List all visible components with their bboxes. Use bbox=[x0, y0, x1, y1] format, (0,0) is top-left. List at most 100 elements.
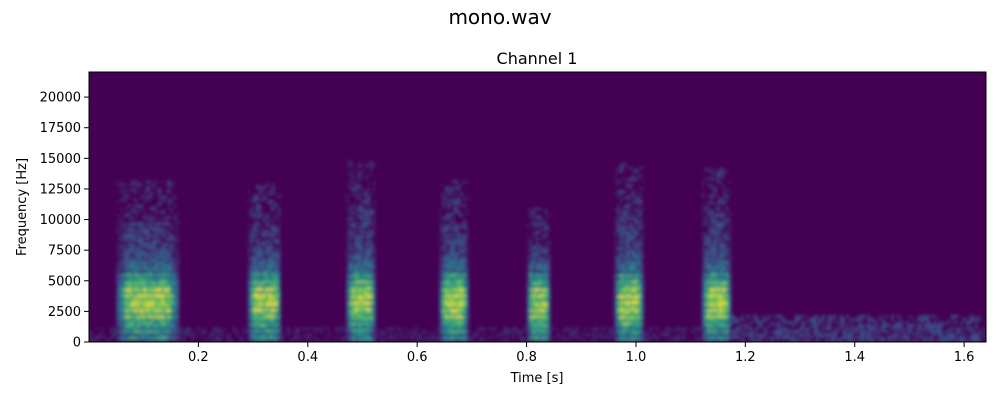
x-axis: 0.2 0.4 0.6 0.8 1.0 1.2 1.4 1.6 bbox=[188, 342, 974, 365]
spectrogram-noise-cell bbox=[89, 330, 92, 334]
spectrogram-noise-cell bbox=[341, 336, 344, 340]
spectrogram-noise-cell bbox=[563, 330, 566, 334]
spectrogram-noise-cell bbox=[515, 330, 518, 334]
spectrogram-noise-cell bbox=[236, 333, 239, 337]
spectrogram-noise-cell bbox=[923, 330, 926, 334]
spectrogram-noise-cell bbox=[560, 336, 563, 340]
spectrogram-noise-cell bbox=[611, 336, 614, 340]
spectrogram-noise-cell bbox=[305, 333, 308, 337]
spectrogram-noise-cell bbox=[182, 330, 185, 334]
spectrogram-noise-cell bbox=[113, 327, 116, 331]
spectrogram-noise-cell bbox=[335, 339, 338, 342]
y-axis: 0 2500 5000 7500 10000 12500 15000 17500 20000 bbox=[40, 91, 89, 351]
spectrogram-noise-cell bbox=[329, 333, 332, 337]
spectrogram-noise-cell bbox=[290, 339, 293, 342]
spectrogram-noise-cell bbox=[956, 336, 959, 340]
spectrogram-noise-cell bbox=[887, 330, 890, 334]
spectrogram-noise-cell bbox=[677, 336, 680, 340]
spectrogram-noise-cell bbox=[914, 330, 917, 334]
spectrogram-noise-cell bbox=[575, 333, 578, 337]
spectrogram-noise-cell bbox=[683, 336, 686, 340]
x-tick-label: 0.4 bbox=[297, 350, 318, 365]
faint-region bbox=[728, 315, 981, 342]
spectrogram-noise-cell bbox=[506, 339, 509, 342]
spectrogram-noise-cell bbox=[101, 333, 104, 337]
spectrogram-noise-cell bbox=[752, 333, 755, 337]
spectrogram-noise-cell bbox=[89, 336, 92, 340]
spectrogram-noise-cell bbox=[473, 333, 476, 337]
spectrogram-noise-cell bbox=[416, 336, 419, 340]
spectrogram-noise-cell bbox=[110, 333, 113, 337]
spectrogram-noise-cell bbox=[416, 339, 419, 342]
spectrogram-noise-cell bbox=[590, 327, 593, 331]
spectrogram-noise-cell bbox=[857, 330, 860, 334]
spectrogram-noise-cell bbox=[689, 339, 692, 342]
y-axis-label: Frequency [Hz] bbox=[15, 158, 30, 256]
spectrogram-noise-cell bbox=[509, 330, 512, 334]
spectrogram-noise-cell bbox=[398, 333, 401, 337]
spectrogram-noise-cell bbox=[335, 330, 338, 334]
spectrogram-noise-cell bbox=[434, 336, 437, 340]
spectrogram-noise-cell bbox=[926, 333, 929, 337]
x-tick-label: 1.4 bbox=[844, 350, 865, 365]
spectrogram-noise-cell bbox=[917, 339, 920, 342]
spectrogram-noise-cell bbox=[242, 327, 245, 331]
spectrogram-noise-cell bbox=[572, 333, 575, 337]
spectrogram-noise-cell bbox=[680, 336, 683, 340]
spectrogram-noise-cell bbox=[89, 339, 92, 342]
spectrogram-noise-cell bbox=[311, 333, 314, 337]
spectrogram-noise-cell bbox=[476, 330, 479, 334]
speech-burst-2 bbox=[247, 182, 281, 342]
spectrogram-noise-cell bbox=[299, 336, 302, 340]
spectrogram-noise-cell bbox=[557, 333, 560, 337]
spectrogram-noise-cell bbox=[470, 339, 473, 342]
spectrogram-noise-cell bbox=[92, 336, 95, 340]
spectrogram-noise-cell bbox=[668, 339, 671, 342]
spectrogram-noise-cell bbox=[650, 333, 653, 337]
spectrogram-noise-cell bbox=[797, 327, 800, 331]
spectrogram-noise-cell bbox=[308, 327, 311, 331]
spectrogram-noise-cell bbox=[218, 336, 221, 340]
spectrogram-noise-cell bbox=[239, 339, 242, 342]
spectrogram-noise-cell bbox=[182, 339, 185, 342]
spectrogram-noise-cell bbox=[926, 339, 929, 342]
spectrogram-noise-cell bbox=[104, 336, 107, 340]
spectrogram-noise-cell bbox=[425, 330, 428, 334]
spectrogram-noise-cell bbox=[380, 330, 383, 334]
spectrogram-noise-cell bbox=[215, 330, 218, 334]
spectrogram-noise-cell bbox=[608, 327, 611, 331]
spectrogram-noise-cell bbox=[428, 333, 431, 337]
spectrogram-noise-cell bbox=[896, 339, 899, 342]
x-tick-label: 0.6 bbox=[407, 350, 428, 365]
spectrogram-noise-cell bbox=[404, 336, 407, 340]
spectrogram-noise-cell bbox=[227, 333, 230, 337]
spectrogram-noise-cell bbox=[404, 327, 407, 331]
spectrogram-noise-cell bbox=[650, 336, 653, 340]
spectrogram-noise-cell bbox=[227, 336, 230, 340]
spectrogram-noise-cell bbox=[653, 336, 656, 340]
spectrogram-noise-cell bbox=[584, 327, 587, 331]
spectrogram-noise-cell bbox=[521, 339, 524, 342]
spectrogram-noise-cell bbox=[671, 330, 674, 334]
spectrogram-noise-cell bbox=[665, 330, 668, 334]
spectrogram-noise-cell bbox=[656, 339, 659, 342]
spectrogram-noise-cell bbox=[401, 336, 404, 340]
spectrogram-noise-cell bbox=[695, 327, 698, 331]
spectrogram-noise-cell bbox=[845, 327, 848, 331]
spectrogram-noise-cell bbox=[566, 327, 569, 331]
spectrogram-noise-cell bbox=[191, 336, 194, 340]
spectrogram-noise-cell bbox=[695, 333, 698, 337]
spectrogram-noise-cell bbox=[740, 336, 743, 340]
spectrogram-noise-cell bbox=[914, 327, 917, 331]
spectrogram-noise-cell bbox=[392, 336, 395, 340]
spectrogram-noise-cell bbox=[797, 339, 800, 342]
spectrogram-noise-cell bbox=[311, 327, 314, 331]
spectrogram-noise-cell bbox=[425, 336, 428, 340]
spectrogram-noise-cell bbox=[683, 339, 686, 342]
spectrogram-noise-cell bbox=[179, 330, 182, 334]
y-tick-label: 15000 bbox=[40, 152, 81, 167]
spectrogram-noise-cell bbox=[209, 336, 212, 340]
spectrogram-noise-cell bbox=[680, 327, 683, 331]
spectrogram-noise-cell bbox=[644, 333, 647, 337]
spectrogram-noise-cell bbox=[422, 330, 425, 334]
